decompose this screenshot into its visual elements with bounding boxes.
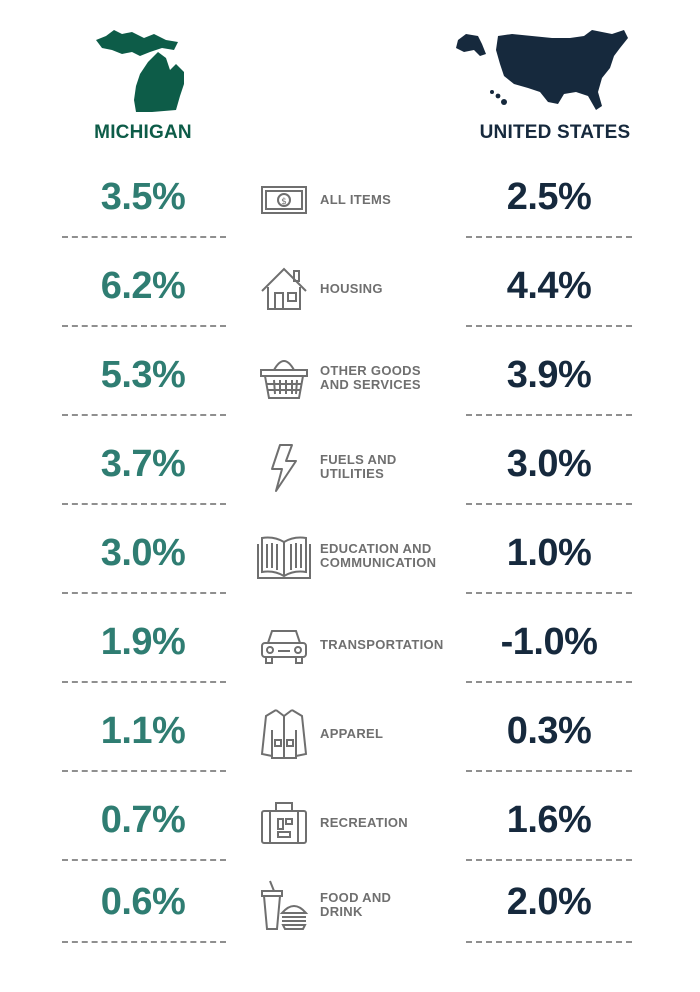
divider [62, 236, 226, 238]
us-value: 2.0% [506, 881, 592, 923]
us-value: 4.4% [506, 265, 592, 307]
michigan-map-icon [96, 30, 184, 112]
table-row: 6.2% HOUSING 4.4% [0, 259, 700, 348]
drink-burger-icon [256, 877, 312, 933]
us-value: 3.9% [506, 354, 592, 396]
us-value: 1.0% [506, 532, 592, 574]
divider [466, 941, 632, 943]
money-bill-icon: $ [256, 172, 312, 228]
divider [466, 592, 632, 594]
category-label: RECREATION [320, 815, 408, 830]
michigan-header: MICHIGAN [94, 122, 192, 143]
category-label: HOUSING [320, 281, 383, 296]
table-row: 3.5% $ ALL ITEMS 2.5% [0, 170, 700, 259]
divider [62, 770, 226, 772]
michigan-value: 3.5% [100, 176, 186, 218]
michigan-value: 3.7% [100, 443, 186, 485]
svg-text:$: $ [281, 197, 287, 207]
us-value: 0.3% [506, 710, 592, 752]
lightning-icon [256, 439, 312, 495]
us-value: 2.5% [506, 176, 592, 218]
michigan-value: 1.1% [100, 710, 186, 752]
michigan-value: 6.2% [100, 265, 186, 307]
table-row: 0.7% RECREATION 1.6% [0, 793, 700, 882]
divider [466, 681, 632, 683]
category-label: APPAREL [320, 726, 384, 741]
divider [62, 859, 226, 861]
jacket-icon [256, 706, 312, 762]
category-label: TRANSPORTATION [320, 637, 444, 652]
us-value: 3.0% [506, 443, 592, 485]
category-label: ALL ITEMS [320, 192, 392, 207]
divider [466, 859, 632, 861]
divider [466, 325, 632, 327]
united-states-header: UNITED STATES [479, 122, 631, 143]
category-label: FOOD AND DRINK [320, 890, 392, 919]
us-value: 1.6% [506, 799, 592, 841]
michigan-value: 1.9% [100, 621, 186, 663]
table-row: 3.0% EDUCATION AND COMMUNICATION 1.0% [0, 526, 700, 615]
table-row: 1.1% APPAREL 0.3% [0, 704, 700, 793]
table-row: 5.3% OTHER GOODS AND SERVICES 3.9% [0, 348, 700, 437]
suitcase-icon [256, 795, 312, 851]
divider [466, 503, 632, 505]
united-states-map-icon [456, 30, 628, 110]
table-row: 1.9% TRANSPORTATION -1.0% [0, 615, 700, 704]
basket-icon [256, 350, 312, 406]
divider [466, 770, 632, 772]
divider [466, 414, 632, 416]
divider [62, 941, 226, 943]
divider [62, 414, 226, 416]
category-label: EDUCATION AND COMMUNICATION [320, 541, 437, 570]
category-label: FUELS AND UTILITIES [320, 452, 397, 481]
divider [62, 325, 226, 327]
divider [62, 503, 226, 505]
us-value: -1.0% [500, 621, 598, 663]
category-label: OTHER GOODS AND SERVICES [320, 363, 421, 392]
book-icon [256, 528, 312, 584]
table-row: 3.7% FUELS AND UTILITIES 3.0% [0, 437, 700, 526]
michigan-value: 5.3% [100, 354, 186, 396]
divider [466, 236, 632, 238]
divider [62, 592, 226, 594]
table-row: 0.6% FOOD AND DRINK 2.0% [0, 875, 700, 964]
car-icon [256, 617, 312, 673]
michigan-value: 3.0% [100, 532, 186, 574]
michigan-value: 0.6% [100, 881, 186, 923]
house-icon [256, 261, 312, 317]
michigan-value: 0.7% [100, 799, 186, 841]
divider [62, 681, 226, 683]
